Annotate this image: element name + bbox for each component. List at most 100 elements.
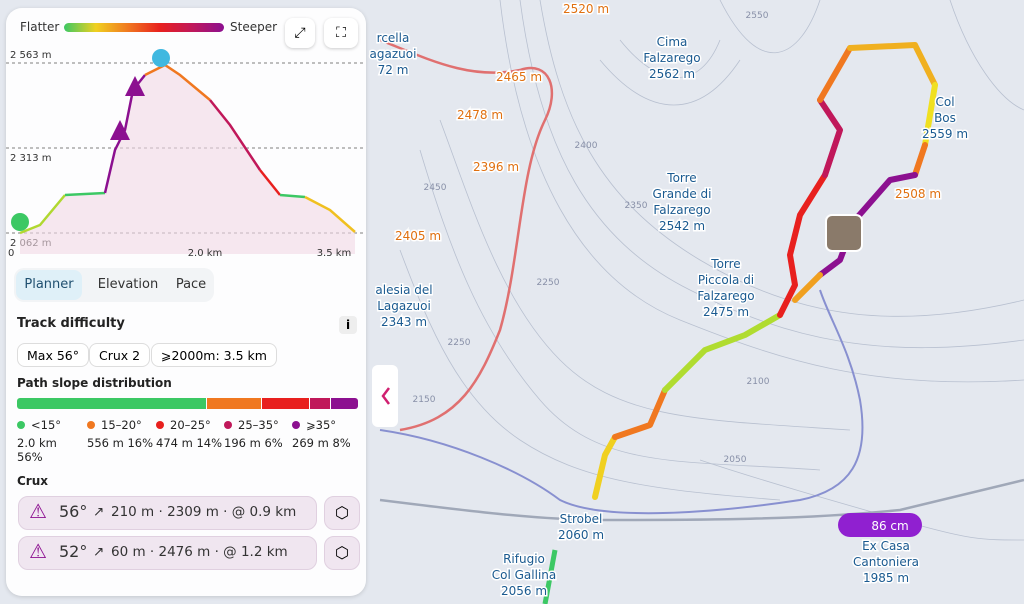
- y-label: 2 313 m: [10, 153, 52, 164]
- collapse-icon: [381, 387, 390, 405]
- slope-item-head: 15–20°: [87, 418, 153, 432]
- elevation-label: 2478 m: [457, 108, 503, 122]
- place-label: 2343 m: [381, 315, 427, 329]
- tab[interactable]: Pace: [175, 277, 207, 292]
- slope-label: 15–20°: [101, 418, 142, 432]
- expand-button[interactable]: ⤢: [285, 18, 315, 48]
- route-red: [379, 38, 554, 432]
- slope-item: ⩾35° 269 m 8%: [292, 418, 351, 450]
- place-label: 2056 m: [501, 584, 547, 598]
- slope-legend: <15° 2.0 km 56% 15–20° 556 m 16% 20–25° 474 m …: [17, 418, 362, 468]
- slope-label: <15°: [31, 418, 62, 432]
- place-label: Torre: [710, 257, 740, 271]
- slope-label: ⩾35°: [306, 418, 337, 432]
- place-label: Rifugio: [503, 552, 545, 566]
- slope-segment: [309, 398, 331, 409]
- crux-row[interactable]: ⚠ 52° ↗ 60 m · 2476 m · @ 1.2 km: [18, 536, 317, 570]
- place-label: Bos: [934, 111, 956, 125]
- place-label: 2542 m: [659, 219, 705, 233]
- slope-label: 20–25°: [170, 418, 211, 432]
- x-label: 3.5 km: [317, 248, 352, 259]
- contour-label: 2100: [747, 377, 770, 387]
- slope-bar: [17, 398, 358, 409]
- place-label: alesia del: [375, 283, 432, 297]
- slope-item: <15° 2.0 km 56%: [17, 418, 61, 464]
- contour-label: 2400: [575, 141, 598, 151]
- info-button[interactable]: i: [339, 316, 357, 334]
- y-label: 2 563 m: [10, 50, 52, 61]
- crux-marker: [125, 76, 145, 96]
- section-title: Path slope distribution: [17, 376, 172, 390]
- slope-share: 8%: [332, 436, 351, 450]
- slope-label: 25–35°: [238, 418, 279, 432]
- crux-angle: 52°: [59, 542, 88, 561]
- elevation-label: 2508 m: [895, 187, 941, 201]
- legend-gradient: [64, 23, 224, 32]
- slope-detail: 2.0 km: [17, 436, 61, 450]
- slope-distance: 474 m: [156, 436, 193, 450]
- slope-item-head: 25–35°: [224, 418, 283, 432]
- 3d-button[interactable]: ⬡: [324, 536, 360, 570]
- x-label: 0: [8, 248, 14, 259]
- slope-dot: [17, 421, 25, 429]
- place-label: Falzarego: [653, 203, 710, 217]
- section-title: Crux: [17, 474, 49, 488]
- contour-label: 2250: [537, 278, 560, 288]
- lift: [542, 549, 558, 604]
- slope-item-head: 20–25°: [156, 418, 222, 432]
- place-label: Torre: [666, 171, 696, 185]
- place-label: 2475 m: [703, 305, 749, 319]
- crux-row[interactable]: ⚠ 56° ↗ 210 m · 2309 m · @ 0.9 km: [18, 496, 317, 530]
- slope-detail: 474 m 14%: [156, 436, 222, 450]
- tab[interactable]: Elevation: [97, 277, 159, 292]
- slope-distance: 556 m: [87, 436, 124, 450]
- contour-label: 2550: [746, 11, 769, 21]
- place-label: Grande di: [653, 187, 712, 201]
- side-panel: Flatter Steeper ⤢ ⛶ 2 563 m 2 313 m 2 06…: [6, 8, 366, 596]
- place-label: Lagazuoi: [377, 299, 431, 313]
- slope-share: 14%: [196, 436, 223, 450]
- chip: Crux 2: [89, 343, 151, 367]
- tab-bar: Planner Elevation Pace: [14, 268, 214, 302]
- contour-label: 2250: [448, 338, 471, 348]
- crux-detail: 60 m · 2476 m · @ 1.2 km: [111, 544, 288, 560]
- start-marker: [11, 213, 29, 231]
- slope-item: 15–20° 556 m 16%: [87, 418, 153, 450]
- slope-item: 20–25° 474 m 14%: [156, 418, 222, 450]
- slope-segment: [261, 398, 309, 409]
- slope-item-head: <15°: [17, 418, 61, 432]
- slope-distance: 269 m: [292, 436, 329, 450]
- slope-dot: [224, 421, 232, 429]
- slope-share: 6%: [264, 436, 283, 450]
- peak-marker: [152, 49, 170, 67]
- slope-segment: [206, 398, 261, 409]
- slope-item: 25–35° 196 m 6%: [224, 418, 283, 450]
- 3d-button[interactable]: ⬡: [324, 496, 360, 530]
- place-label: rcella: [377, 31, 410, 45]
- legend-left: Flatter: [20, 20, 60, 34]
- tab[interactable]: Planner: [16, 270, 82, 300]
- slope-detail: 196 m 6%: [224, 436, 283, 450]
- contour-label: 2450: [424, 183, 447, 193]
- photo-marker[interactable]: [825, 214, 863, 252]
- place-label: 2562 m: [649, 67, 695, 81]
- place-label: 2559 m: [922, 127, 968, 141]
- contour-label: 2150: [413, 395, 436, 405]
- contour-label: 2350: [625, 201, 648, 211]
- slope-share: 16%: [127, 436, 154, 450]
- elevation-label: 2405 m: [395, 229, 441, 243]
- place-label: Falzarego: [643, 51, 700, 65]
- slope-detail: 269 m 8%: [292, 436, 351, 450]
- place-label: Cantoniera: [853, 555, 919, 569]
- slope-distance: 2.0 km: [17, 436, 57, 450]
- collapse-button[interactable]: [372, 365, 398, 427]
- elevation-label: 2396 m: [473, 160, 519, 174]
- place-label: 1985 m: [863, 571, 909, 585]
- road: [379, 289, 864, 515]
- x-label: 2.0 km: [188, 248, 223, 259]
- slope-dot: [87, 421, 95, 429]
- elevation-label: 2520 m: [563, 2, 609, 16]
- slope-segment: [17, 398, 206, 409]
- fullscreen-button[interactable]: ⛶: [324, 18, 358, 48]
